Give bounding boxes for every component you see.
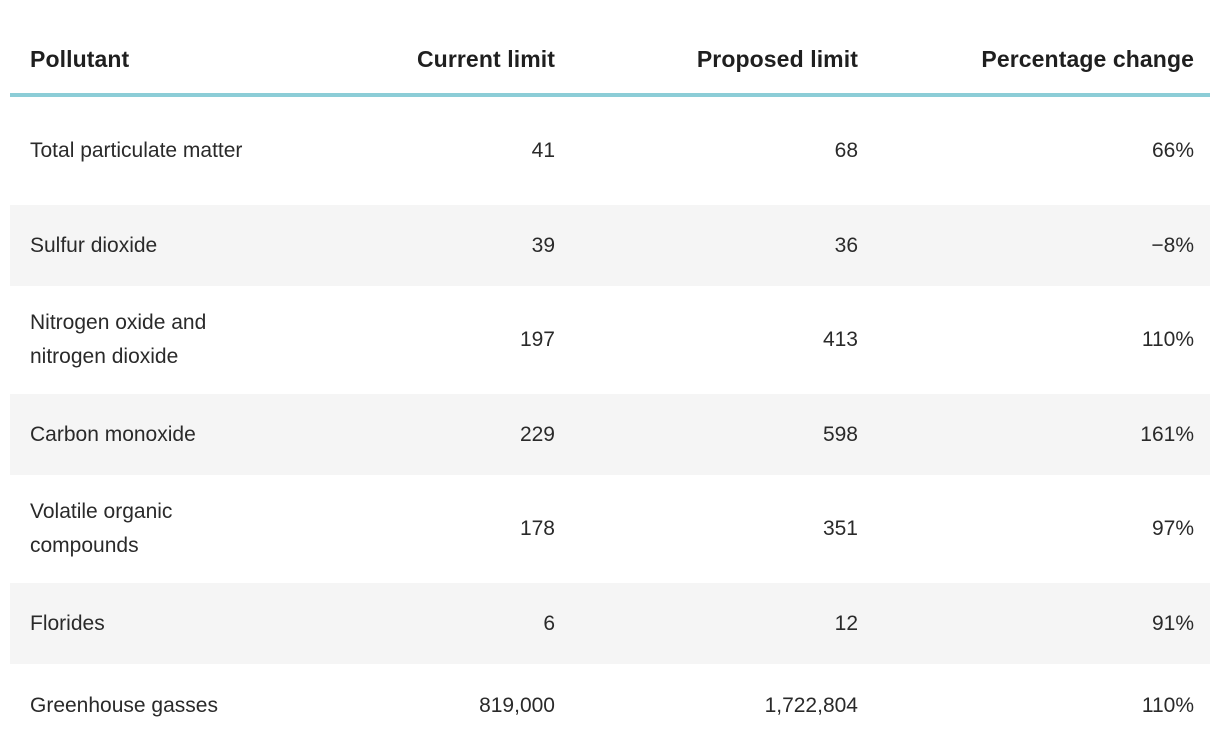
table-body: Total particulate matter 41 68 66% Sulfur di… [10, 97, 1210, 746]
table-row: Carbon monoxide 229 598 161% [10, 394, 1210, 475]
pollutant-label: Sulfur dioxide [30, 233, 158, 257]
cell-proposed-limit: 598 [822, 422, 858, 446]
pollutant-label: Total particulate matter [30, 139, 243, 162]
cell-proposed-limit: 12 [834, 611, 858, 635]
cell-current-limit: 178 [519, 517, 555, 540]
cell-current-limit: 229 [519, 422, 555, 446]
table-row: Sulfur dioxide 39 36 −8% [10, 205, 1210, 286]
table-row: Greenhouse gasses 819,000 1,722,804 110% [10, 664, 1210, 746]
cell-percentage-change: −8% [1151, 233, 1194, 257]
column-header-pollutant: Pollutant [30, 46, 130, 72]
column-header-proposed-limit: Proposed limit [696, 46, 858, 72]
table-row: Total particulate matter 41 68 66% [10, 97, 1210, 205]
cell-proposed-limit: 68 [834, 139, 858, 162]
cell-percentage-change: 91% [1151, 611, 1194, 635]
column-header-percentage-change: Percentage change [981, 46, 1194, 72]
cell-percentage-change: 110% [1141, 328, 1194, 351]
cell-percentage-change: 110% [1141, 694, 1194, 717]
table-row: Nitrogen oxide and nitrogen dioxide 197 41… [10, 286, 1210, 394]
cell-proposed-limit: 351 [822, 517, 858, 540]
pollutant-label: Carbon monoxide [30, 422, 196, 446]
pollutant-label: Florides [30, 611, 105, 635]
cell-percentage-change: 66% [1151, 139, 1194, 162]
cell-pollutant: Florides [10, 607, 355, 641]
cell-pollutant: Total particulate matter [10, 134, 355, 168]
cell-current-limit: 6 [543, 611, 555, 635]
table-header-row: Pollutant Current limit Proposed limit P… [10, 0, 1210, 97]
cell-current-limit: 41 [531, 139, 555, 162]
table-row: Volatile organic compounds 178 351 97% [10, 475, 1210, 583]
pollutant-label: Volatile organic compounds [30, 500, 173, 557]
cell-percentage-change: 161% [1140, 422, 1194, 446]
table-row: Florides 6 12 91% [10, 583, 1210, 664]
cell-pollutant: Greenhouse gasses [10, 689, 355, 723]
cell-current-limit: 39 [531, 233, 555, 257]
cell-pollutant: Sulfur dioxide [10, 229, 355, 263]
cell-pollutant: Carbon monoxide [10, 418, 355, 452]
cell-proposed-limit: 36 [834, 233, 858, 257]
cell-proposed-limit: 413 [822, 328, 858, 351]
cell-percentage-change: 97% [1151, 517, 1194, 540]
cell-pollutant: Volatile organic compounds [10, 495, 355, 563]
column-header-current-limit: Current limit [416, 46, 555, 72]
pollutant-label: Greenhouse gasses [30, 694, 218, 717]
pollutant-label: Nitrogen oxide and nitrogen dioxide [30, 311, 207, 368]
pollutant-limits-table: Pollutant Current limit Proposed limit P… [10, 0, 1210, 746]
cell-current-limit: 819,000 [479, 694, 555, 717]
cell-current-limit: 197 [519, 328, 555, 351]
cell-proposed-limit: 1,722,804 [764, 694, 858, 717]
cell-pollutant: Nitrogen oxide and nitrogen dioxide [10, 306, 355, 374]
